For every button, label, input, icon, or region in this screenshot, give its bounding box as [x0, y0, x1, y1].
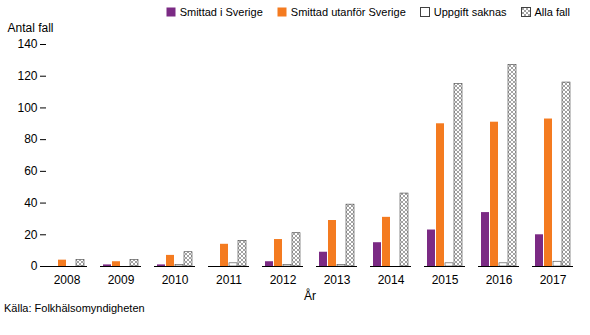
svg-text:60: 60 [24, 164, 38, 178]
html-text:Alla fall: Alla fall [534, 6, 570, 18]
svg-text:20: 20 [24, 228, 38, 242]
svg-text:40: 40 [24, 196, 38, 210]
svg-text:Antal fall: Antal fall [8, 21, 54, 35]
svg-text:2015: 2015 [432, 273, 459, 287]
svg-text:2016: 2016 [486, 273, 513, 287]
html-text:Smittad i Sverige: Smittad i Sverige [179, 6, 263, 18]
html-text:Uppgift saknas: Uppgift saknas [433, 6, 507, 18]
svg-text:2013: 2013 [324, 273, 351, 287]
html-text:Smittad utanför Sverige: Smittad utanför Sverige [290, 6, 406, 18]
svg-text:2011: 2011 [216, 273, 242, 287]
svg-text:2012: 2012 [270, 273, 297, 287]
svg-text:0: 0 [31, 259, 38, 273]
html-text:Källa: Folkhälsomyndigheten: Källa: Folkhälsomyndigheten [4, 302, 145, 314]
svg-text:120: 120 [17, 69, 37, 83]
svg-text:2014: 2014 [378, 273, 405, 287]
svg-text:80: 80 [24, 132, 38, 146]
svg-text:2010: 2010 [162, 273, 189, 287]
svg-text:140: 140 [17, 37, 37, 51]
svg-text:2017: 2017 [540, 273, 567, 287]
svg-text:2009: 2009 [108, 273, 135, 287]
svg-text:2008: 2008 [54, 273, 81, 287]
svg-text:År: År [304, 288, 316, 303]
svg-text:100: 100 [17, 101, 37, 115]
